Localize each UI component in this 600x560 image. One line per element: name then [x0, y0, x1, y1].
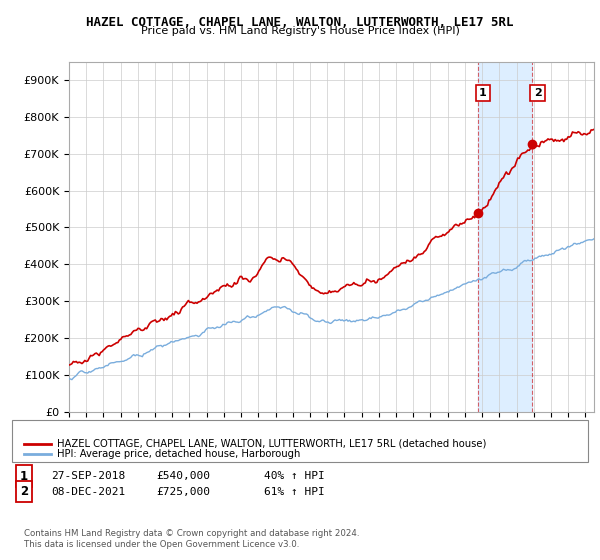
Text: 27-SEP-2018: 27-SEP-2018 — [51, 471, 125, 481]
Text: 40% ↑ HPI: 40% ↑ HPI — [264, 471, 325, 481]
Text: HAZEL COTTAGE, CHAPEL LANE, WALTON, LUTTERWORTH, LE17 5RL: HAZEL COTTAGE, CHAPEL LANE, WALTON, LUTT… — [86, 16, 514, 29]
Text: 08-DEC-2021: 08-DEC-2021 — [51, 487, 125, 497]
Bar — [478, 62, 532, 412]
Text: 2: 2 — [20, 485, 28, 498]
Text: Price paid vs. HM Land Registry's House Price Index (HPI): Price paid vs. HM Land Registry's House … — [140, 26, 460, 36]
Text: HAZEL COTTAGE, CHAPEL LANE, WALTON, LUTTERWORTH, LE17 5RL (detached house): HAZEL COTTAGE, CHAPEL LANE, WALTON, LUTT… — [57, 438, 487, 449]
Text: 1: 1 — [479, 88, 487, 98]
Text: 61% ↑ HPI: 61% ↑ HPI — [264, 487, 325, 497]
Text: £725,000: £725,000 — [156, 487, 210, 497]
Text: HPI: Average price, detached house, Harborough: HPI: Average price, detached house, Harb… — [57, 449, 301, 459]
Text: £540,000: £540,000 — [156, 471, 210, 481]
Text: 2: 2 — [533, 88, 541, 98]
Text: 1: 1 — [20, 469, 28, 483]
Text: Contains HM Land Registry data © Crown copyright and database right 2024.
This d: Contains HM Land Registry data © Crown c… — [24, 529, 359, 549]
